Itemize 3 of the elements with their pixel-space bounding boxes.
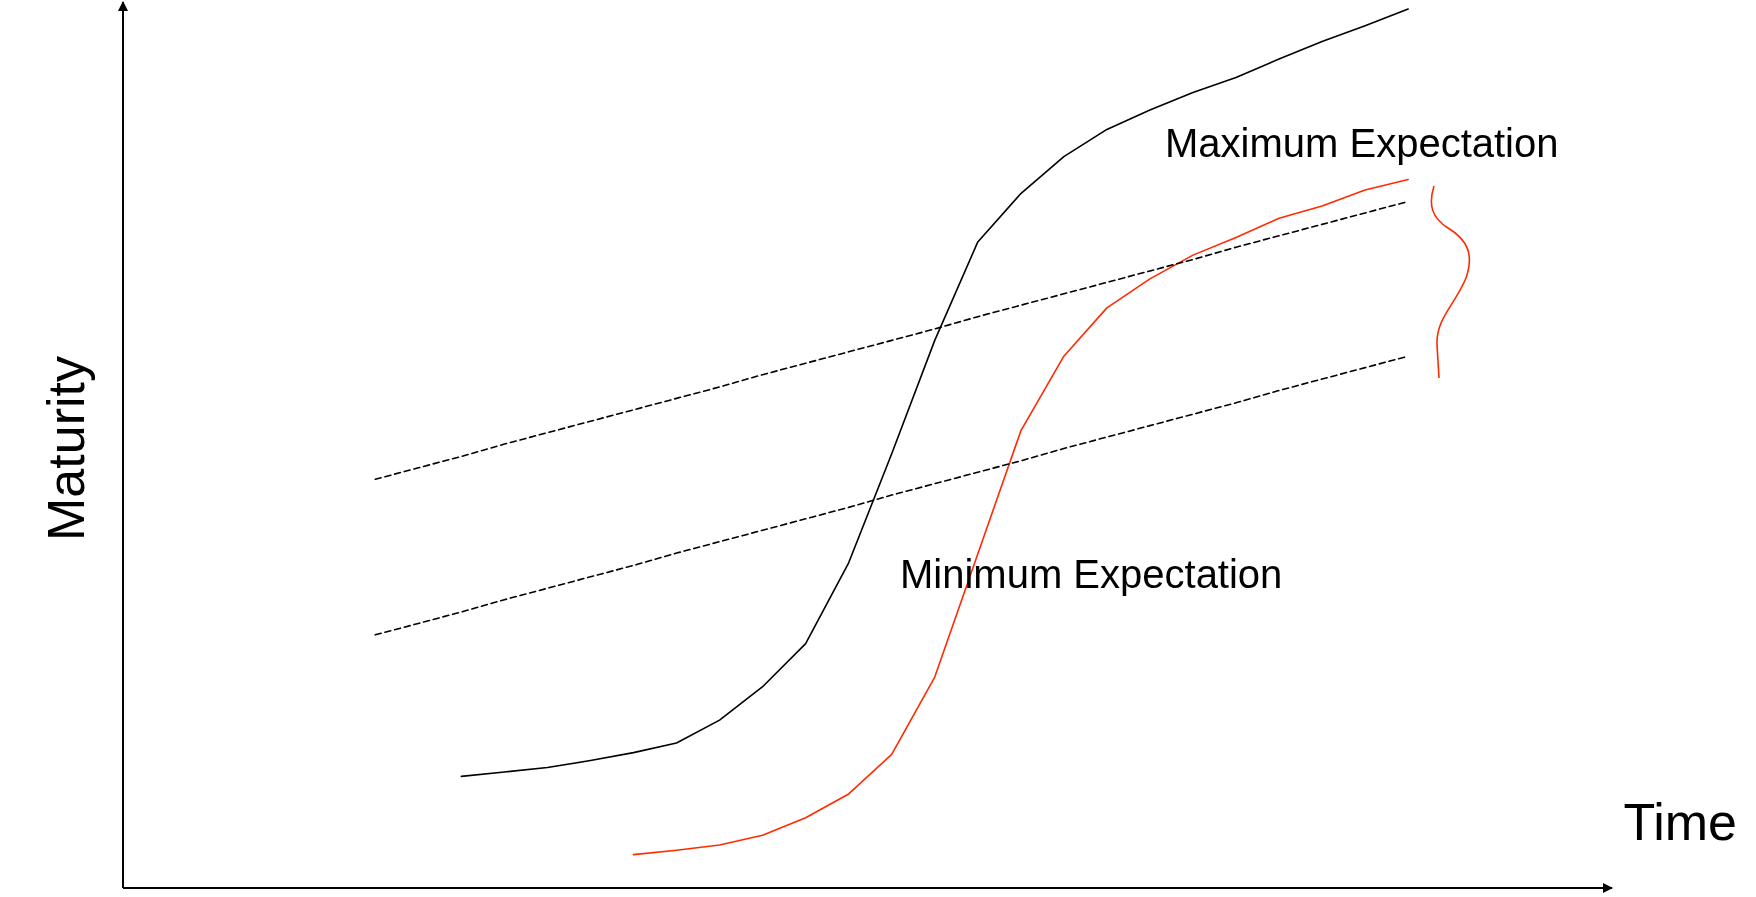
x-axis-title: Time (1623, 793, 1737, 851)
annotation: Maximum Expectation (1165, 121, 1559, 165)
y-axis-title: Maturity (37, 356, 95, 541)
